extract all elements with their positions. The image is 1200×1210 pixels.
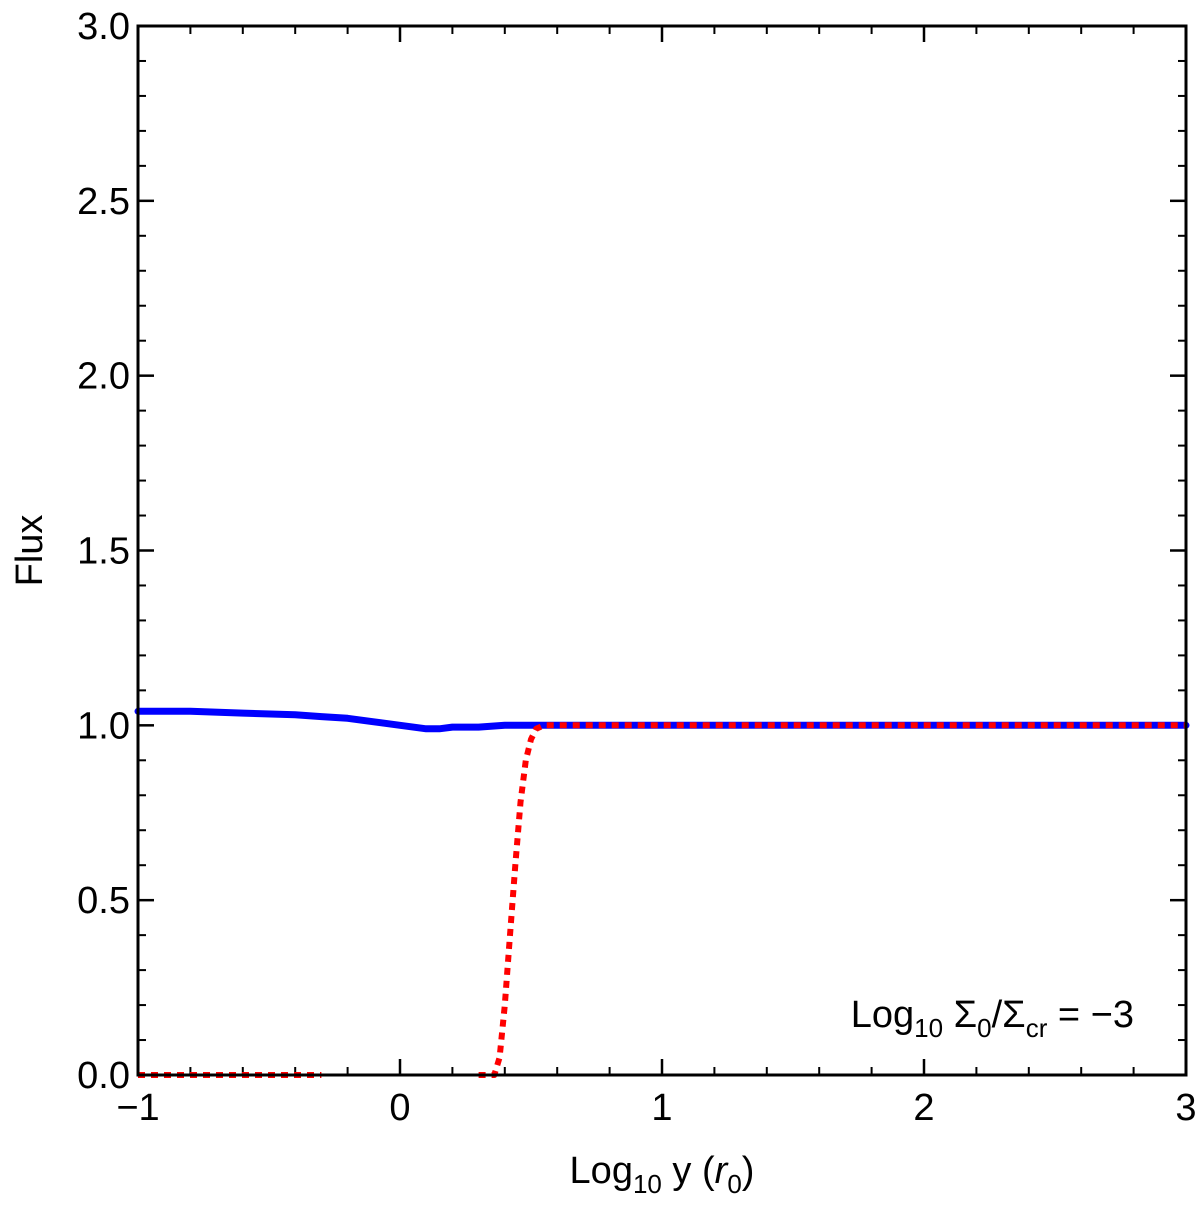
x-label-italic-sub: 0 <box>727 1169 741 1199</box>
y-tick-label: 2.5 <box>77 181 130 223</box>
annotation-suffix: = −3 <box>1047 994 1134 1036</box>
annotation: Log10 Σ0/Σcr = −3 <box>851 994 1134 1043</box>
x-tick-label: 0 <box>389 1087 410 1129</box>
tick-labels: −1 0 1 2 3 0.0 0.5 1.0 1.5 2.0 2.5 3.0 <box>77 6 1196 1129</box>
y-tick-label: 1.5 <box>77 531 130 573</box>
annotation-sub1: 10 <box>914 1013 943 1043</box>
axis-ticks <box>136 24 1188 1077</box>
x-tick-label: 3 <box>1175 1087 1196 1129</box>
y-tick-label: 1.0 <box>77 705 130 747</box>
x-tick-label: 2 <box>913 1087 934 1129</box>
x-label-sub: 10 <box>633 1169 662 1199</box>
y-tick-label: 2.0 <box>77 356 130 398</box>
x-label-prefix: Log <box>570 1150 633 1192</box>
y-tick-label: 3.0 <box>77 6 130 48</box>
y-tick-label: 0.5 <box>77 880 130 922</box>
plot-frame <box>136 24 1188 1077</box>
annotation-mid1: Σ <box>943 994 977 1036</box>
x-tick-label: −1 <box>116 1087 159 1129</box>
x-tick-label: 1 <box>651 1087 672 1129</box>
x-label-suffix: ) <box>742 1150 755 1192</box>
annotation-sub3: cr <box>1026 1013 1048 1043</box>
x-axis-label: Log10 y (r0) <box>570 1150 755 1199</box>
annotation-mid2: /Σ <box>992 994 1026 1036</box>
series-dotted-line <box>478 722 1186 1078</box>
annotation-sub2: 0 <box>977 1013 991 1043</box>
annotation-prefix: Log <box>851 994 914 1036</box>
x-label-middle: y ( <box>662 1150 715 1192</box>
y-axis-label: Flux <box>9 515 51 587</box>
y-tick-label: 0.0 <box>77 1055 130 1097</box>
x-label-italic: r <box>715 1150 729 1192</box>
